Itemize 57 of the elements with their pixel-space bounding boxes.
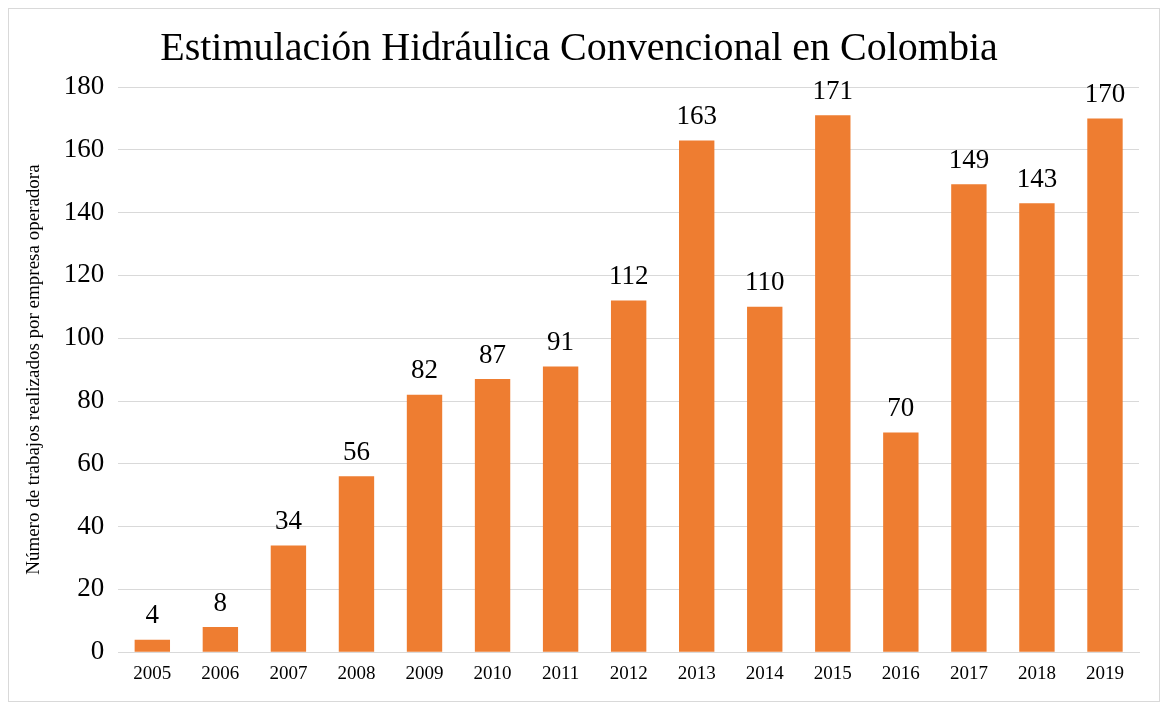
data-label: 110 — [744, 266, 785, 297]
bar — [1087, 118, 1123, 652]
y-tick-label: 120 — [63, 258, 105, 289]
x-tick-label: 2007 — [269, 661, 308, 683]
bar — [542, 366, 579, 652]
bar — [610, 300, 647, 652]
y-tick-label: 40 — [77, 509, 105, 540]
y-tick-label: 140 — [63, 195, 105, 226]
x-tick-label: 2013 — [677, 661, 716, 683]
x-tick-label: 2018 — [1017, 661, 1056, 683]
x-tick-label: 2014 — [745, 661, 785, 683]
chart-title: Estimulación Hidráulica Convencional en Colombia — [160, 23, 999, 69]
bar — [747, 306, 783, 652]
data-label: 56 — [342, 435, 370, 466]
data-label: 82 — [411, 354, 439, 385]
bar — [406, 394, 443, 652]
bar — [270, 545, 307, 652]
data-label: 112 — [608, 260, 649, 291]
bar — [951, 184, 987, 652]
y-tick-label: 20 — [77, 572, 105, 603]
bar — [474, 379, 511, 652]
y-tick-label: 100 — [63, 321, 105, 352]
data-label: 8 — [213, 586, 228, 617]
bar — [815, 115, 851, 652]
x-tick-label: 2009 — [405, 661, 444, 683]
x-tick-label: 2011 — [541, 661, 580, 683]
data-label: 143 — [1016, 162, 1058, 193]
x-tick-label: 2019 — [1085, 661, 1124, 683]
bar — [338, 476, 375, 652]
y-tick-label: 180 — [63, 70, 105, 101]
y-tick-label: 0 — [90, 635, 105, 666]
data-label: 170 — [1084, 77, 1126, 108]
x-tick-label: 2005 — [133, 661, 172, 683]
x-tick-label: 2008 — [337, 661, 376, 683]
x-tick-label: 2016 — [881, 661, 920, 683]
data-label: 70 — [887, 391, 915, 422]
data-label: 149 — [948, 143, 990, 174]
x-tick-label: 2006 — [201, 661, 240, 683]
bar — [883, 432, 919, 652]
x-tick-label: 2010 — [473, 661, 512, 683]
x-tick-label: 2012 — [609, 661, 648, 683]
data-label: 163 — [676, 99, 717, 130]
x-tick-label: 2017 — [949, 661, 988, 683]
bar — [134, 639, 171, 652]
data-label: 91 — [547, 326, 575, 357]
y-tick-label: 160 — [63, 132, 105, 163]
y-tick-label: 60 — [77, 446, 105, 477]
data-label: 171 — [812, 74, 854, 105]
bar — [1019, 203, 1055, 652]
bar — [679, 140, 715, 652]
data-label: 87 — [479, 338, 507, 369]
bar — [202, 627, 239, 652]
data-label: 4 — [145, 599, 160, 630]
y-tick-label: 80 — [77, 384, 105, 415]
data-label: 34 — [274, 505, 303, 536]
y-axis-title: Número de trabajos realizados por empresa operadora — [22, 163, 44, 575]
x-tick-label: 2015 — [813, 661, 852, 683]
